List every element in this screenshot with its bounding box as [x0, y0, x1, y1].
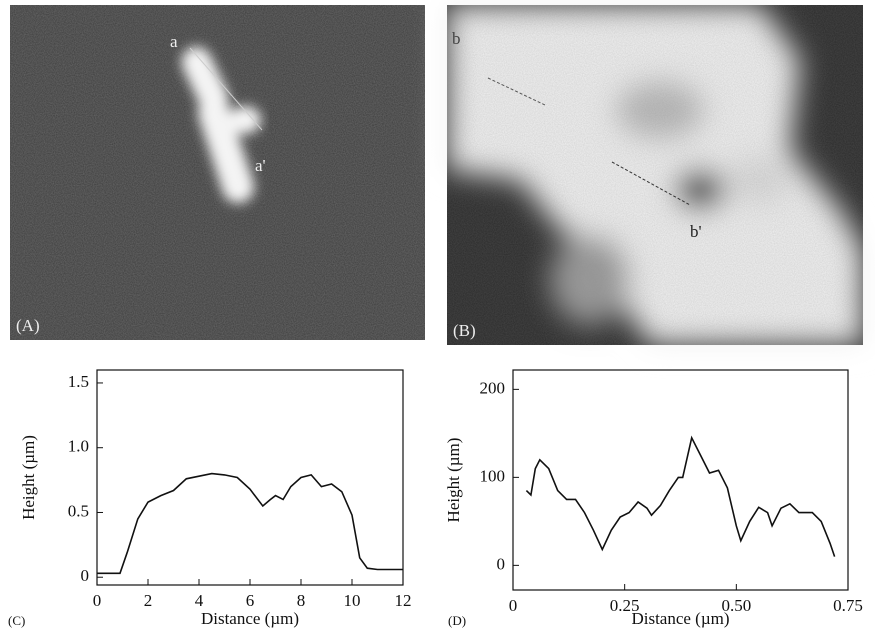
y-tick-label: 0	[81, 566, 90, 585]
x-axis-label: Distance (µm)	[631, 609, 729, 628]
x-tick-label: 12	[395, 591, 412, 610]
y-tick-label: 0	[497, 554, 506, 573]
image-mark: a'	[255, 156, 266, 175]
x-tick-label: 4	[195, 591, 204, 610]
y-axis-label: Height (µm)	[444, 438, 463, 523]
data-line	[525, 435, 836, 557]
x-tick-label: 0	[509, 596, 518, 615]
image-b: b b' (B)	[447, 5, 863, 345]
x-tick-label: 0.25	[610, 596, 640, 615]
axis-frame	[96, 369, 404, 586]
image-mark: b'	[690, 222, 702, 241]
panel-label: (D)	[448, 613, 466, 628]
image-mark: a	[170, 32, 178, 51]
x-tick-label: 0	[93, 591, 102, 610]
y-axis-label: Height (µm)	[19, 435, 38, 520]
y-tick-label: 1.5	[68, 372, 89, 391]
y-tick-label: 0.5	[68, 501, 89, 520]
panel-label: (C)	[8, 613, 25, 628]
y-tick-label: 200	[480, 378, 506, 397]
x-tick-label: 0.50	[721, 596, 751, 615]
image-a: a a' (A)	[10, 5, 425, 340]
x-tick-label: 2	[144, 591, 153, 610]
data-line	[97, 472, 403, 575]
x-tick-label: 8	[297, 591, 306, 610]
panel-label: (A)	[16, 316, 40, 335]
y-tick-label: 100	[480, 466, 506, 485]
x-tick-label: 6	[246, 591, 255, 610]
y-tick-label: 1.0	[68, 437, 89, 456]
image-mark: b	[452, 29, 461, 48]
x-tick-label: 0.75	[833, 596, 863, 615]
panel-label: (B)	[453, 321, 476, 340]
x-tick-label: 10	[344, 591, 361, 610]
axis-frame	[512, 369, 849, 591]
x-axis-label: Distance (µm)	[201, 609, 299, 628]
